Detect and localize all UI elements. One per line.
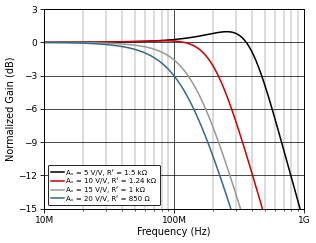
Aᵥ = 15 V/V, Rᶠ = 1 kΩ [146, 46, 150, 49]
Aᵥ = 10 V/V, Rᶠ = 1.24 kΩ [73, 41, 77, 44]
Y-axis label: Normalized Gain (dB): Normalized Gain (dB) [6, 57, 15, 161]
Aᵥ = 20 V/V, Rᶠ = 850 Ω [89, 42, 93, 45]
Aᵥ = 5 V/V, Rᶠ = 1.5 kΩ [73, 41, 77, 44]
Aᵥ = 20 V/V, Rᶠ = 850 Ω [73, 41, 77, 44]
Aᵥ = 10 V/V, Rᶠ = 1.24 kΩ [146, 40, 150, 43]
Line: Aᵥ = 10 V/V, Rᶠ = 1.24 kΩ: Aᵥ = 10 V/V, Rᶠ = 1.24 kΩ [44, 41, 314, 243]
Aᵥ = 5 V/V, Rᶠ = 1.5 kΩ [278, 135, 282, 138]
Aᵥ = 20 V/V, Rᶠ = 850 Ω [158, 60, 161, 63]
Aᵥ = 5 V/V, Rᶠ = 1.5 kΩ [158, 39, 161, 42]
Aᵥ = 15 V/V, Rᶠ = 1 kΩ [158, 50, 161, 53]
Aᵥ = 5 V/V, Rᶠ = 1.5 kΩ [307, 240, 311, 243]
Legend: Aᵥ = 5 V/V, Rᶠ = 1.5 kΩ, Aᵥ = 10 V/V, Rᶠ = 1.24 kΩ, Aᵥ = 15 V/V, Rᶠ = 1 kΩ, Aᵥ =: Aᵥ = 5 V/V, Rᶠ = 1.5 kΩ, Aᵥ = 10 V/V, Rᶠ… [48, 165, 160, 205]
Aᵥ = 10 V/V, Rᶠ = 1.24 kΩ [158, 39, 161, 42]
Aᵥ = 5 V/V, Rᶠ = 1.5 kΩ [225, 30, 229, 33]
X-axis label: Frequency (Hz): Frequency (Hz) [137, 227, 211, 237]
Aᵥ = 15 V/V, Rᶠ = 1 kΩ [42, 41, 46, 44]
Aᵥ = 5 V/V, Rᶠ = 1.5 kΩ [146, 40, 150, 43]
Aᵥ = 10 V/V, Rᶠ = 1.24 kΩ [163, 39, 167, 42]
Aᵥ = 15 V/V, Rᶠ = 1 kΩ [73, 41, 77, 44]
Aᵥ = 5 V/V, Rᶠ = 1.5 kΩ [89, 41, 93, 44]
Aᵥ = 15 V/V, Rᶠ = 1 kΩ [89, 41, 93, 44]
Aᵥ = 20 V/V, Rᶠ = 850 Ω [42, 41, 46, 44]
Aᵥ = 10 V/V, Rᶠ = 1.24 kΩ [42, 41, 46, 44]
Aᵥ = 20 V/V, Rᶠ = 850 Ω [146, 53, 150, 56]
Aᵥ = 5 V/V, Rᶠ = 1.5 kΩ [42, 41, 46, 44]
Line: Aᵥ = 20 V/V, Rᶠ = 850 Ω: Aᵥ = 20 V/V, Rᶠ = 850 Ω [44, 42, 314, 243]
Line: Aᵥ = 5 V/V, Rᶠ = 1.5 kΩ: Aᵥ = 5 V/V, Rᶠ = 1.5 kΩ [44, 32, 314, 243]
Line: Aᵥ = 15 V/V, Rᶠ = 1 kΩ: Aᵥ = 15 V/V, Rᶠ = 1 kΩ [44, 42, 314, 243]
Aᵥ = 10 V/V, Rᶠ = 1.24 kΩ [89, 41, 93, 43]
